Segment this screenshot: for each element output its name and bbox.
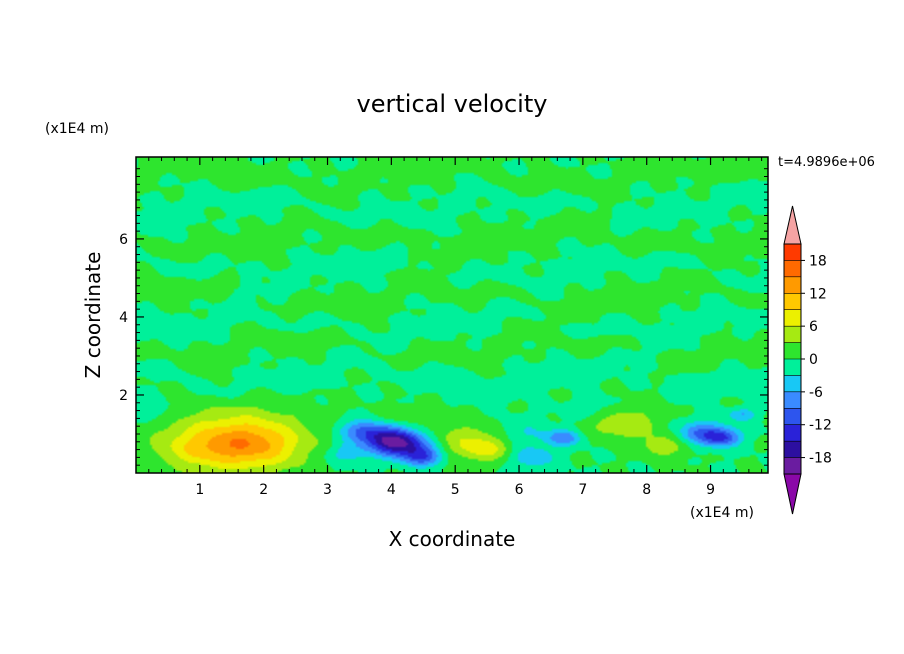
colorbar-swatch-12 <box>784 260 801 277</box>
x-tick-label-6: 7 <box>578 482 587 498</box>
colorbar-tick-label-2: 6 <box>809 319 818 335</box>
colorbar-swatch-8 <box>784 326 801 343</box>
x-tick-label-7: 8 <box>642 482 651 498</box>
colorbar-tick-label-3: 0 <box>809 352 818 368</box>
x-tick-label-3: 4 <box>387 482 396 498</box>
colorbar-swatch-1 <box>784 441 801 458</box>
colorbar-swatch-3 <box>784 408 801 425</box>
y-tick-label-1: 4 <box>119 310 128 326</box>
y-axis-label: Z coordinate <box>81 252 105 379</box>
colorbar-swatch-4 <box>784 391 801 409</box>
x-tick-label-0: 1 <box>195 482 204 498</box>
x-tick-label-8: 9 <box>706 482 715 498</box>
colorbar: 18 12 6 0 -6 -12 -18 <box>783 205 832 515</box>
colorbar-swatch-5 <box>784 375 801 392</box>
colorbar-tick-label-1: 12 <box>809 286 827 302</box>
colorbar-swatch-7 <box>784 342 801 359</box>
x-tick-label-1: 2 <box>259 482 268 498</box>
colorbar-tick-label-4: -6 <box>809 385 823 401</box>
x-axis-label: X coordinate <box>389 527 516 551</box>
x-tick-label-5: 6 <box>515 482 524 498</box>
chart-title: vertical velocity <box>357 90 548 118</box>
colorbar-under-arrow <box>783 473 802 515</box>
colorbar-over-arrow <box>783 205 802 245</box>
x-tick-label-4: 5 <box>451 482 460 498</box>
velocity-field <box>136 157 768 473</box>
y-tick-label-0: 2 <box>119 388 128 404</box>
plot-frame <box>135 156 769 474</box>
colorbar-tick-label-0: 18 <box>809 253 827 269</box>
colorbar-swatch-11 <box>784 276 801 294</box>
colorbar-swatch-9 <box>784 309 801 327</box>
colorbar-swatch-0 <box>784 457 801 474</box>
colorbar-tick-label-5: -12 <box>809 418 832 434</box>
colorbar-swatch-13 <box>784 244 801 261</box>
colorbar-tick-label-6: -18 <box>809 451 832 467</box>
y-tick-label-2: 6 <box>119 232 128 248</box>
colorbar-swatch-2 <box>784 424 801 442</box>
x-unit-label: (x1E4 m) <box>690 505 754 521</box>
colorbar-swatch-6 <box>784 359 801 376</box>
y-unit-label: (x1E4 m) <box>45 121 109 137</box>
time-label: t=4.9896e+06 <box>778 155 875 170</box>
colorbar-swatch-10 <box>784 293 801 310</box>
x-tick-label-2: 3 <box>323 482 332 498</box>
